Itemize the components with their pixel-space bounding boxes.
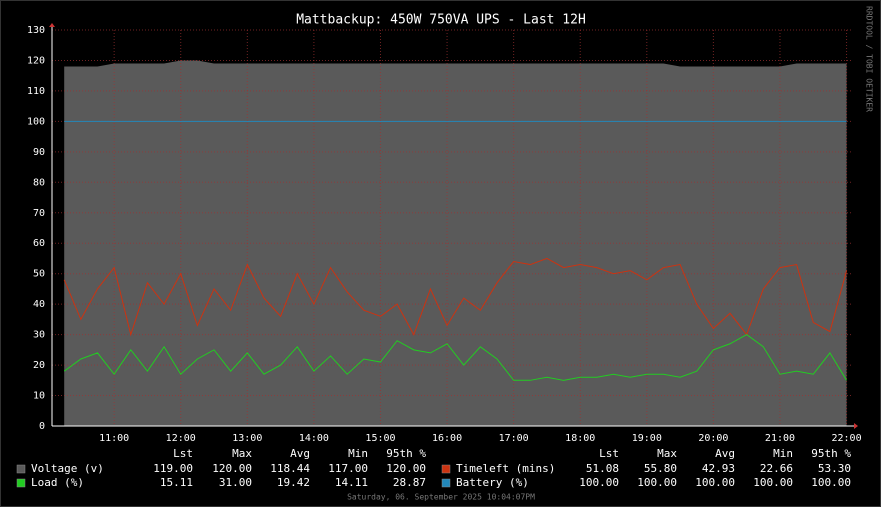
stat-value: 19.42 — [277, 476, 310, 489]
stat-value: 118.44 — [270, 462, 310, 475]
arrow — [854, 423, 858, 429]
y-tick-label: 110 — [27, 86, 45, 97]
legend-label: Voltage (v) — [31, 462, 104, 475]
side-text: RRDTOOL / TOBI OETIKER — [865, 6, 874, 112]
stat-value: 100.00 — [753, 476, 793, 489]
stat-value: 120.00 — [212, 462, 252, 475]
y-tick-label: 20 — [33, 360, 45, 371]
stat-value: 119.00 — [153, 462, 193, 475]
stat-header: Lst — [173, 447, 193, 460]
stat-header: 95th % — [811, 447, 851, 460]
x-tick-label: 11:00 — [99, 433, 129, 444]
x-tick-label: 19:00 — [632, 433, 662, 444]
stat-header: Avg — [290, 447, 310, 460]
x-tick-label: 22:00 — [832, 433, 862, 444]
x-tick-label: 20:00 — [698, 433, 728, 444]
x-tick-label: 14:00 — [299, 433, 329, 444]
y-tick-label: 80 — [33, 177, 45, 188]
stat-value: 42.93 — [702, 462, 735, 475]
y-tick-label: 30 — [33, 330, 45, 341]
legend-label: Timeleft (mins) — [456, 462, 555, 475]
y-tick-label: 50 — [33, 269, 45, 280]
y-tick-label: 10 — [33, 391, 45, 402]
stat-header: 95th % — [386, 447, 426, 460]
stat-value: 120.00 — [386, 462, 426, 475]
stat-value: 28.87 — [393, 476, 426, 489]
stat-value: 51.08 — [586, 462, 619, 475]
series-line — [63, 257, 848, 337]
y-tick-label: 90 — [33, 147, 45, 158]
x-tick-label: 17:00 — [499, 433, 529, 444]
y-tick-label: 60 — [33, 238, 45, 249]
stat-value: 14.11 — [335, 476, 368, 489]
y-tick-label: 100 — [27, 116, 45, 127]
stat-header: Max — [657, 447, 677, 460]
x-tick-label: 18:00 — [565, 433, 595, 444]
x-tick-label: 21:00 — [765, 433, 795, 444]
stat-value: 117.00 — [328, 462, 368, 475]
legend-swatch — [16, 478, 26, 488]
legend-swatch — [441, 464, 451, 474]
stat-value: 100.00 — [637, 476, 677, 489]
stat-value: 22.66 — [760, 462, 793, 475]
stat-value: 31.00 — [219, 476, 252, 489]
y-tick-label: 70 — [33, 208, 45, 219]
legend-label: Battery (%) — [456, 476, 529, 489]
stat-header: Min — [348, 447, 368, 460]
y-tick-label: 0 — [39, 421, 45, 432]
legend-label: Load (%) — [31, 476, 84, 489]
series-line — [63, 334, 847, 381]
stat-value: 55.80 — [644, 462, 677, 475]
stat-value: 100.00 — [811, 476, 851, 489]
chart-title: Mattbackup: 450W 750VA UPS - Last 12H — [296, 13, 586, 28]
x-tick-label: 16:00 — [432, 433, 462, 444]
stat-value: 100.00 — [695, 476, 735, 489]
x-tick-label: 13:00 — [232, 433, 262, 444]
x-tick-label: 15:00 — [365, 433, 395, 444]
y-tick-label: 130 — [27, 25, 45, 36]
y-tick-label: 120 — [27, 55, 45, 66]
stat-value: 15.11 — [160, 476, 193, 489]
stat-value: 53.30 — [818, 462, 851, 475]
legend-swatch — [16, 464, 26, 474]
footer: Saturday, 06. September 2025 10:04:07PM — [347, 493, 535, 502]
stat-header: Min — [773, 447, 793, 460]
stat-value: 100.00 — [579, 476, 619, 489]
x-tick-label: 12:00 — [166, 433, 196, 444]
stat-header: Avg — [715, 447, 735, 460]
y-tick-label: 40 — [33, 299, 45, 310]
stat-header: Lst — [599, 447, 619, 460]
arrow — [49, 23, 55, 27]
stat-header: Max — [232, 447, 252, 460]
legend-swatch — [441, 478, 451, 488]
